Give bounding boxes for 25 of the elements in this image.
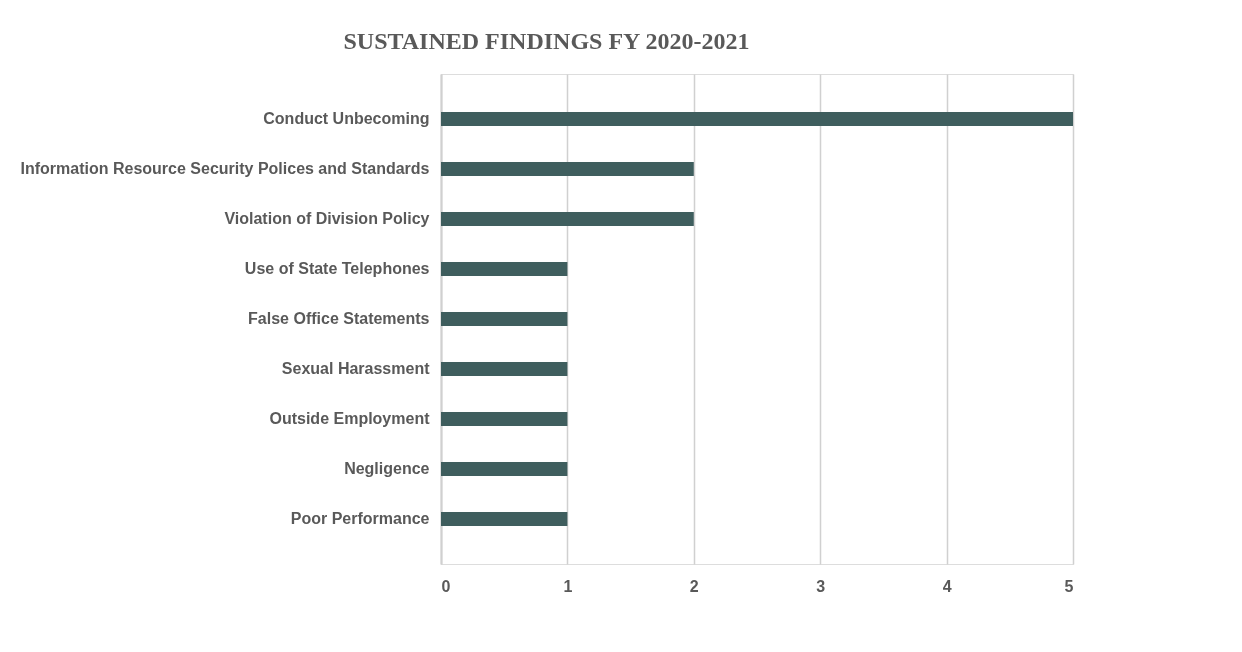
y-tick-label: False Office Statements [248,310,430,327]
bar [441,462,568,476]
bar [441,212,694,226]
bar [441,512,568,526]
x-tick-label: 0 [441,577,451,595]
y-tick-label: Use of State Telephones [244,260,430,277]
x-tick-label: 4 [942,577,952,595]
y-tick-label: Conduct Unbecoming [263,110,430,127]
bar [441,312,568,326]
y-tick-label: Information Resource Security Polices and Standards [20,160,430,177]
y-tick-label: Outside Employment [269,410,431,427]
bar [441,162,694,176]
chart-title: SUSTAINED FINDINGS FY 2020-2021 [343,28,750,54]
y-tick-label: Sexual Harassment [281,360,431,377]
bar [441,362,568,376]
x-tick-label: 3 [816,577,826,595]
y-tick-label: Poor Performance [290,510,430,527]
bar [441,262,568,276]
x-tick-label: 1 [563,577,573,595]
x-tick-label: 5 [1064,577,1074,595]
bar [441,412,568,426]
x-tick-label: 2 [689,577,699,595]
y-tick-label: Negligence [344,460,430,477]
bar [441,112,1073,126]
y-tick-label: Violation of Division Policy [224,210,430,227]
